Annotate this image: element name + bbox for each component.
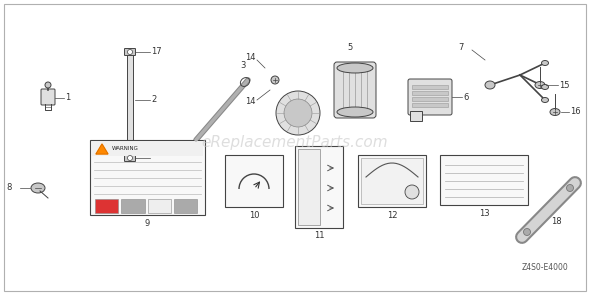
FancyBboxPatch shape xyxy=(334,62,376,118)
Text: 3: 3 xyxy=(240,61,245,71)
Circle shape xyxy=(284,99,312,127)
Bar xyxy=(412,103,448,107)
Bar xyxy=(92,142,203,156)
Text: 12: 12 xyxy=(387,211,397,219)
Text: 1: 1 xyxy=(65,94,70,102)
Text: 9: 9 xyxy=(145,219,150,227)
Text: 16: 16 xyxy=(570,107,581,117)
Circle shape xyxy=(127,50,133,55)
Ellipse shape xyxy=(337,107,373,117)
Text: 5: 5 xyxy=(348,43,353,53)
FancyBboxPatch shape xyxy=(124,48,136,55)
Text: 11: 11 xyxy=(314,232,324,240)
Bar xyxy=(298,149,320,225)
Text: 8: 8 xyxy=(6,183,12,193)
Circle shape xyxy=(566,184,573,191)
Bar xyxy=(122,199,145,213)
Circle shape xyxy=(523,229,530,235)
Ellipse shape xyxy=(337,63,373,73)
Bar xyxy=(173,199,197,213)
Bar xyxy=(295,146,343,228)
FancyBboxPatch shape xyxy=(41,89,55,105)
Bar xyxy=(361,158,423,204)
Text: 13: 13 xyxy=(478,209,489,217)
Circle shape xyxy=(405,185,419,199)
Bar xyxy=(90,140,205,215)
Text: Z4S0-E4000: Z4S0-E4000 xyxy=(522,263,568,271)
Bar xyxy=(148,199,171,213)
Ellipse shape xyxy=(542,60,549,65)
Circle shape xyxy=(45,82,51,88)
Ellipse shape xyxy=(542,84,549,89)
Bar xyxy=(410,111,422,121)
Text: 7: 7 xyxy=(458,43,464,53)
Text: 18: 18 xyxy=(551,217,562,227)
Ellipse shape xyxy=(485,81,495,89)
Text: WARNING: WARNING xyxy=(112,147,139,152)
FancyBboxPatch shape xyxy=(124,155,136,161)
Bar xyxy=(127,55,133,155)
Ellipse shape xyxy=(31,183,45,193)
Bar xyxy=(358,155,426,207)
Circle shape xyxy=(276,91,320,135)
Text: 10: 10 xyxy=(249,211,259,219)
Ellipse shape xyxy=(535,81,545,88)
Text: 17: 17 xyxy=(151,47,162,57)
Bar xyxy=(412,97,448,101)
FancyBboxPatch shape xyxy=(408,79,452,115)
Text: 14: 14 xyxy=(245,53,255,63)
Polygon shape xyxy=(96,144,108,154)
Bar xyxy=(95,199,118,213)
Bar xyxy=(412,91,448,95)
Ellipse shape xyxy=(550,109,560,116)
Bar xyxy=(440,155,528,205)
Text: eReplacementParts.com: eReplacementParts.com xyxy=(202,135,388,150)
Circle shape xyxy=(127,155,133,160)
Text: 6: 6 xyxy=(463,93,468,101)
Text: 2: 2 xyxy=(151,96,156,104)
Text: 14: 14 xyxy=(245,98,255,106)
Text: 17: 17 xyxy=(151,153,162,163)
Circle shape xyxy=(271,76,279,84)
Bar xyxy=(412,85,448,89)
Bar xyxy=(225,155,283,207)
Ellipse shape xyxy=(542,98,549,102)
Text: 15: 15 xyxy=(559,81,569,89)
